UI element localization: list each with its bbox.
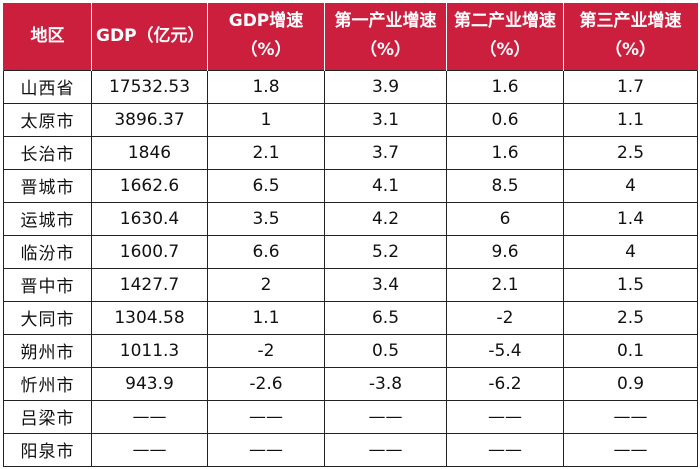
cell-primary-growth: ——: [324, 399, 447, 434]
cell-secondary-growth: 6: [446, 201, 564, 236]
table-row: 朔州市 1011.3 -2 0.5 -5.4 0.1: [3, 333, 698, 368]
cell-region: 运城市: [3, 201, 92, 236]
table-row: 长治市 1846 2.1 3.7 1.6 2.5: [3, 135, 698, 170]
table-row: 晋城市 1662.6 6.5 4.1 8.5 4: [3, 168, 698, 203]
cell-primary-growth: 3.1: [324, 102, 447, 137]
cell-gdp: 1011.3: [91, 333, 208, 368]
cell-tertiary-growth: 2.5: [563, 135, 698, 170]
header-gdp-growth: GDP增速（%）: [207, 3, 325, 70]
cell-region: 晋中市: [3, 267, 92, 302]
cell-region: 晋城市: [3, 168, 92, 203]
cell-tertiary-growth: ——: [563, 432, 698, 467]
cell-gdp-growth: 2: [207, 267, 325, 302]
cell-region: 朔州市: [3, 333, 92, 368]
cell-primary-growth: ——: [324, 432, 447, 467]
cell-tertiary-growth: 4: [563, 234, 698, 269]
cell-gdp: 1630.4: [91, 201, 208, 236]
header-secondary-growth: 第二产业增速（%）: [446, 3, 564, 70]
table-row: 阳泉市 —— —— —— —— ——: [3, 432, 698, 467]
cell-gdp-growth: 1.1: [207, 300, 325, 335]
cell-gdp-growth: 1: [207, 102, 325, 137]
cell-region: 吕梁市: [3, 399, 92, 434]
table-row: 临汾市 1600.7 6.6 5.2 9.6 4: [3, 234, 698, 269]
cell-secondary-growth: ——: [446, 432, 564, 467]
table-header: 地区 GDP（亿元） GDP增速（%） 第一产业增速（%） 第二产业增速（%） …: [3, 3, 698, 70]
cell-region: 长治市: [3, 135, 92, 170]
gdp-table: 地区 GDP（亿元） GDP增速（%） 第一产业增速（%） 第二产业增速（%） …: [3, 3, 698, 467]
cell-primary-growth: 5.2: [324, 234, 447, 269]
table-body: 山西省 17532.53 1.8 3.9 1.6 1.7 太原市 3896.37 1 3.1 0.6…: [3, 69, 698, 467]
cell-region: 忻州市: [3, 366, 92, 401]
cell-gdp: 1304.58: [91, 300, 208, 335]
cell-gdp: 1600.7: [91, 234, 208, 269]
table-row: 忻州市 943.9 -2.6 -3.8 -6.2 0.9: [3, 366, 698, 401]
cell-secondary-growth: -6.2: [446, 366, 564, 401]
table-row: 太原市 3896.37 1 3.1 0.6 1.1: [3, 102, 698, 137]
cell-tertiary-growth: 4: [563, 168, 698, 203]
cell-primary-growth: 3.7: [324, 135, 447, 170]
cell-region: 阳泉市: [3, 432, 92, 467]
cell-primary-growth: 6.5: [324, 300, 447, 335]
cell-gdp: 3896.37: [91, 102, 208, 137]
cell-primary-growth: -3.8: [324, 366, 447, 401]
cell-gdp: 1427.7: [91, 267, 208, 302]
cell-secondary-growth: 0.6: [446, 102, 564, 137]
header-primary-growth: 第一产业增速（%）: [324, 3, 447, 70]
header-row: 地区 GDP（亿元） GDP增速（%） 第一产业增速（%） 第二产业增速（%） …: [3, 3, 698, 70]
cell-gdp-growth: 3.5: [207, 201, 325, 236]
cell-secondary-growth: -5.4: [446, 333, 564, 368]
cell-tertiary-growth: 2.5: [563, 300, 698, 335]
cell-gdp: ——: [91, 432, 208, 467]
header-region: 地区: [3, 3, 92, 70]
cell-gdp-growth: -2.6: [207, 366, 325, 401]
cell-gdp: 17532.53: [91, 69, 208, 104]
table-row: 大同市 1304.58 1.1 6.5 -2 2.5: [3, 300, 698, 335]
cell-tertiary-growth: 1.5: [563, 267, 698, 302]
table-row: 吕梁市 —— —— —— —— ——: [3, 399, 698, 434]
cell-secondary-growth: -2: [446, 300, 564, 335]
cell-tertiary-growth: 0.9: [563, 366, 698, 401]
cell-gdp-growth: ——: [207, 432, 325, 467]
cell-secondary-growth: ——: [446, 399, 564, 434]
cell-primary-growth: 4.1: [324, 168, 447, 203]
cell-gdp: 943.9: [91, 366, 208, 401]
cell-gdp: 1662.6: [91, 168, 208, 203]
cell-gdp: 1846: [91, 135, 208, 170]
cell-secondary-growth: 9.6: [446, 234, 564, 269]
cell-secondary-growth: 1.6: [446, 135, 564, 170]
cell-gdp-growth: 1.8: [207, 69, 325, 104]
cell-secondary-growth: 1.6: [446, 69, 564, 104]
cell-tertiary-growth: 0.1: [563, 333, 698, 368]
cell-primary-growth: 3.4: [324, 267, 447, 302]
cell-tertiary-growth: ——: [563, 399, 698, 434]
table-row: 运城市 1630.4 3.5 4.2 6 1.4: [3, 201, 698, 236]
cell-region: 太原市: [3, 102, 92, 137]
cell-gdp-growth: 6.5: [207, 168, 325, 203]
cell-gdp: ——: [91, 399, 208, 434]
cell-gdp-growth: -2: [207, 333, 325, 368]
cell-primary-growth: 4.2: [324, 201, 447, 236]
header-tertiary-growth: 第三产业增速（%）: [563, 3, 698, 70]
cell-primary-growth: 3.9: [324, 69, 447, 104]
cell-gdp-growth: ——: [207, 399, 325, 434]
table-row: 晋中市 1427.7 2 3.4 2.1 1.5: [3, 267, 698, 302]
cell-tertiary-growth: 1.4: [563, 201, 698, 236]
table-row: 山西省 17532.53 1.8 3.9 1.6 1.7: [3, 69, 698, 104]
header-gdp: GDP（亿元）: [91, 3, 208, 70]
cell-region: 大同市: [3, 300, 92, 335]
cell-gdp-growth: 6.6: [207, 234, 325, 269]
cell-primary-growth: 0.5: [324, 333, 447, 368]
cell-secondary-growth: 8.5: [446, 168, 564, 203]
cell-region: 山西省: [3, 69, 92, 104]
cell-tertiary-growth: 1.7: [563, 69, 698, 104]
cell-tertiary-growth: 1.1: [563, 102, 698, 137]
cell-gdp-growth: 2.1: [207, 135, 325, 170]
cell-region: 临汾市: [3, 234, 92, 269]
cell-secondary-growth: 2.1: [446, 267, 564, 302]
